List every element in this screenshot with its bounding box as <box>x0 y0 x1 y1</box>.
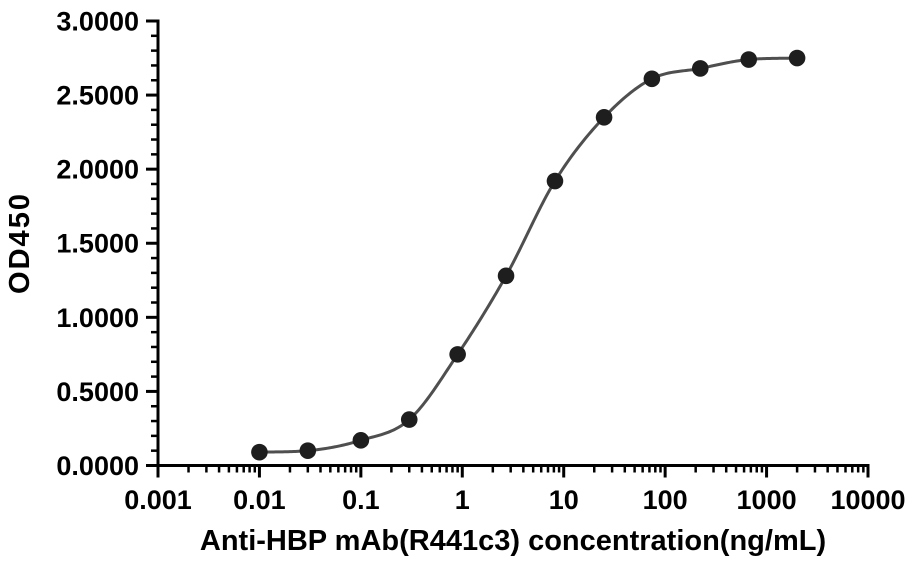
data-point <box>643 70 661 88</box>
x-tick-label: 10 <box>549 485 579 515</box>
data-point <box>299 442 317 459</box>
data-point <box>546 172 564 190</box>
y-axis: 0.0000 0.5000 1.0000 1.5000 2.0000 2.5000 3.00… <box>56 6 160 481</box>
data-point <box>449 346 466 363</box>
data-series <box>251 49 806 461</box>
x-tick-label: 0.1 <box>342 485 380 515</box>
y-tick-label: 1.5000 <box>56 229 139 259</box>
x-axis: 0.001 0.01 0.1 1 10 100 1000 10000 <box>124 464 906 515</box>
x-tick-label: 0.01 <box>233 485 286 515</box>
x-tick-label: 1 <box>455 485 470 515</box>
x-tick-label: 100 <box>643 485 688 515</box>
data-point <box>740 51 758 68</box>
y-tick-label: 0.5000 <box>56 377 139 407</box>
data-point <box>788 49 806 67</box>
y-tick-label: 2.0000 <box>56 155 139 185</box>
x-axis-title: Anti-HBP mAb(R441c3) concentration(ng/mL… <box>200 525 826 557</box>
x-tick-label: 1000 <box>737 485 797 515</box>
data-point <box>595 109 613 126</box>
x-tick-label: 10000 <box>830 485 905 515</box>
y-tick-label: 1.0000 <box>56 303 139 333</box>
data-point <box>497 267 515 285</box>
data-point <box>352 432 370 449</box>
data-point <box>691 60 709 77</box>
data-point <box>400 411 418 428</box>
fit-curve <box>259 56 798 454</box>
y-tick-label: 2.5000 <box>56 81 139 111</box>
data-point <box>251 443 268 461</box>
y-axis-title: OD450 <box>4 192 36 294</box>
y-tick-label: 0.0000 <box>56 451 139 481</box>
x-tick-label: 0.001 <box>124 485 192 515</box>
y-tick-label: 3.0000 <box>56 6 139 36</box>
